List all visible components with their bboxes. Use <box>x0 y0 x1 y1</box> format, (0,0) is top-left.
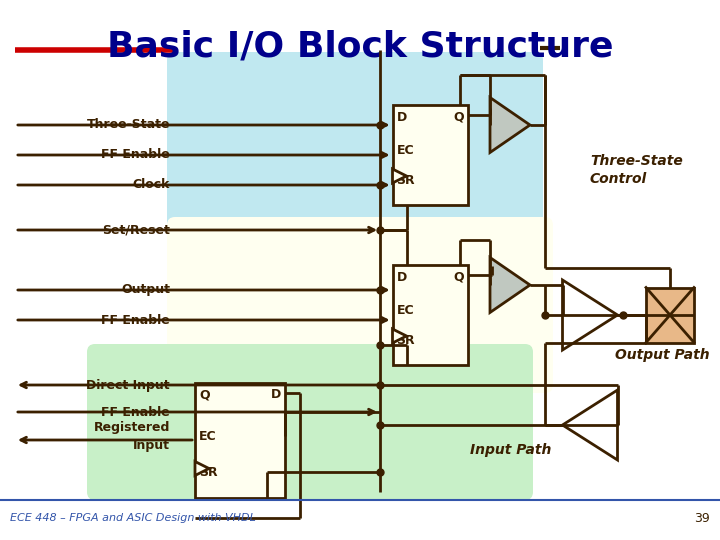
Text: 39: 39 <box>694 511 710 524</box>
Bar <box>392 105 467 205</box>
Text: Input: Input <box>133 440 170 453</box>
Text: D: D <box>271 388 281 402</box>
Text: FF Enable: FF Enable <box>102 314 170 327</box>
Text: FF Enable: FF Enable <box>102 406 170 419</box>
Text: Q: Q <box>453 111 464 124</box>
Text: Clock: Clock <box>132 179 170 192</box>
FancyBboxPatch shape <box>167 217 553 393</box>
Text: ECE 448 – FPGA and ASIC Design with VHDL: ECE 448 – FPGA and ASIC Design with VHDL <box>10 513 256 523</box>
Polygon shape <box>392 169 407 183</box>
Polygon shape <box>195 462 209 476</box>
Polygon shape <box>562 280 618 350</box>
Text: Three-State
Control: Three-State Control <box>590 154 683 186</box>
Text: Q: Q <box>453 271 464 284</box>
Polygon shape <box>562 390 618 460</box>
Bar <box>646 287 694 342</box>
Text: Registered: Registered <box>94 422 170 435</box>
FancyBboxPatch shape <box>87 344 533 500</box>
Text: FF Enable: FF Enable <box>102 148 170 161</box>
Text: Input Path: Input Path <box>470 443 552 457</box>
Text: EC: EC <box>397 145 414 158</box>
Text: Output: Output <box>121 284 170 296</box>
Text: EC: EC <box>397 305 414 318</box>
Text: D: D <box>397 111 407 124</box>
Text: Q: Q <box>199 388 210 402</box>
Text: Basic I/O Block Structure: Basic I/O Block Structure <box>107 30 613 64</box>
Text: SR: SR <box>397 174 415 187</box>
Bar <box>392 265 467 365</box>
Text: Set/Reset: Set/Reset <box>102 224 170 237</box>
Text: D: D <box>397 271 407 284</box>
Text: SR: SR <box>199 467 217 480</box>
Text: Output Path: Output Path <box>615 348 710 362</box>
Polygon shape <box>490 98 530 152</box>
Text: Direct Input: Direct Input <box>86 379 170 392</box>
Bar <box>195 382 285 497</box>
Text: SR: SR <box>397 334 415 347</box>
Text: Three-State: Three-State <box>86 118 170 132</box>
Polygon shape <box>490 258 530 313</box>
FancyBboxPatch shape <box>167 52 543 258</box>
Polygon shape <box>392 329 407 343</box>
Text: EC: EC <box>199 429 217 442</box>
